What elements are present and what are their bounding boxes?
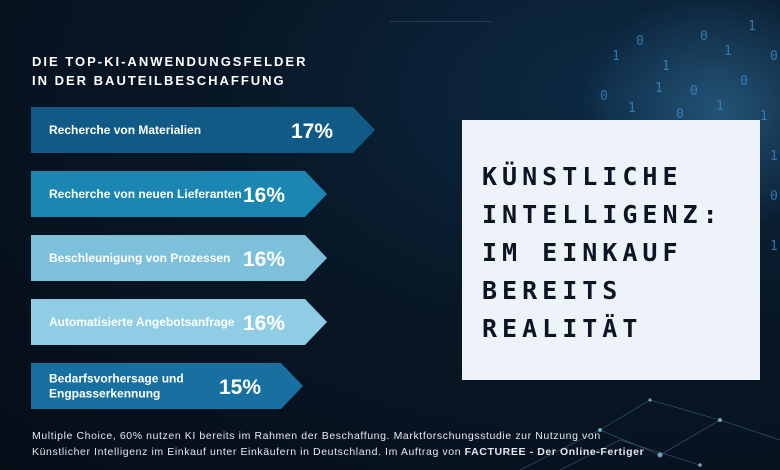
headline-text: KÜNSTLICHE INTELLIGENZ: IM EINKAUF BEREI… (482, 158, 760, 348)
svg-text:1: 1 (716, 99, 724, 114)
svg-text:1: 1 (748, 19, 756, 34)
svg-text:1: 1 (770, 239, 778, 254)
svg-text:0: 0 (770, 189, 778, 204)
footnote-line-1: Multiple Choice, 60% nutzen KI bereits i… (32, 430, 601, 442)
bar-shape-1 (31, 107, 375, 153)
svg-text:0: 0 (676, 107, 684, 122)
svg-text:0: 0 (690, 84, 698, 99)
footnote: Multiple Choice, 60% nutzen KI bereits i… (32, 428, 762, 460)
bar-label-5: Bedarfsvorhersage und Engpasserkennung (49, 372, 184, 401)
bar-1: Recherche von Materialien 17% (31, 107, 375, 153)
bar-shape-5 (31, 363, 303, 409)
headline-line-5: REALITÄT (482, 314, 643, 343)
bar-value-4: 16% (243, 312, 285, 335)
chart-heading: DIE TOP-KI-ANWENDUNGSFELDER IN DER BAUTE… (32, 52, 307, 90)
bar-value-3: 16% (243, 248, 285, 271)
svg-text:1: 1 (655, 81, 663, 96)
chart-heading-line-1: DIE TOP-KI-ANWENDUNGSFELDER (32, 54, 308, 69)
bar-shape-2 (31, 171, 327, 217)
footnote-brand: FACTUREE - Der Online-Fertiger (464, 446, 645, 458)
svg-text:0: 0 (636, 34, 644, 49)
bar-3: Beschleunigung von Prozessen 16% (31, 235, 327, 281)
headline-line-1: KÜNSTLICHE (482, 162, 683, 191)
svg-text:1: 1 (724, 44, 732, 59)
svg-text:1: 1 (662, 59, 670, 74)
headline-panel: KÜNSTLICHE INTELLIGENZ: IM EINKAUF BEREI… (462, 120, 760, 380)
bar-5: Bedarfsvorhersage und Engpasserkennung 15% (31, 363, 303, 409)
headline-line-3: IM EINKAUF (482, 238, 683, 267)
chart-heading-line-2: IN DER BAUTEILBESCHAFFUNG (32, 73, 286, 88)
svg-text:1: 1 (628, 101, 636, 116)
bar-shape-3 (31, 235, 327, 281)
footnote-line-2: Künstlicher Intelligenz im Einkauf unter… (32, 444, 762, 460)
footnote-line-2-text: Künstlicher Intelligenz im Einkauf unter… (32, 446, 465, 458)
svg-text:0: 0 (700, 29, 708, 44)
bar-shape-4 (31, 299, 327, 345)
bar-2: Recherche von neuen Lieferanten 16% (31, 171, 327, 217)
svg-text:1: 1 (770, 149, 778, 164)
bar-label-3: Beschleunigung von Prozessen (49, 251, 230, 265)
headline-line-4: BEREITS (482, 276, 623, 305)
bar-value-5: 15% (219, 376, 261, 399)
svg-text:0: 0 (600, 89, 608, 104)
top-divider-line (390, 21, 492, 22)
svg-text:0: 0 (770, 49, 778, 64)
bar-label-2: Recherche von neuen Lieferanten (49, 187, 242, 201)
bar-label-1: Recherche von Materialien (49, 123, 201, 137)
bar-value-1: 17% (291, 120, 333, 143)
svg-text:1: 1 (760, 109, 768, 124)
svg-text:1: 1 (612, 49, 620, 64)
headline-line-2: INTELLIGENZ: (482, 200, 723, 229)
bar-value-2: 16% (243, 184, 285, 207)
bar-4: Automatisierte Angebotsanfrage 16% (31, 299, 327, 345)
svg-text:0: 0 (740, 74, 748, 89)
bar-label-4: Automatisierte Angebotsanfrage (49, 315, 235, 329)
